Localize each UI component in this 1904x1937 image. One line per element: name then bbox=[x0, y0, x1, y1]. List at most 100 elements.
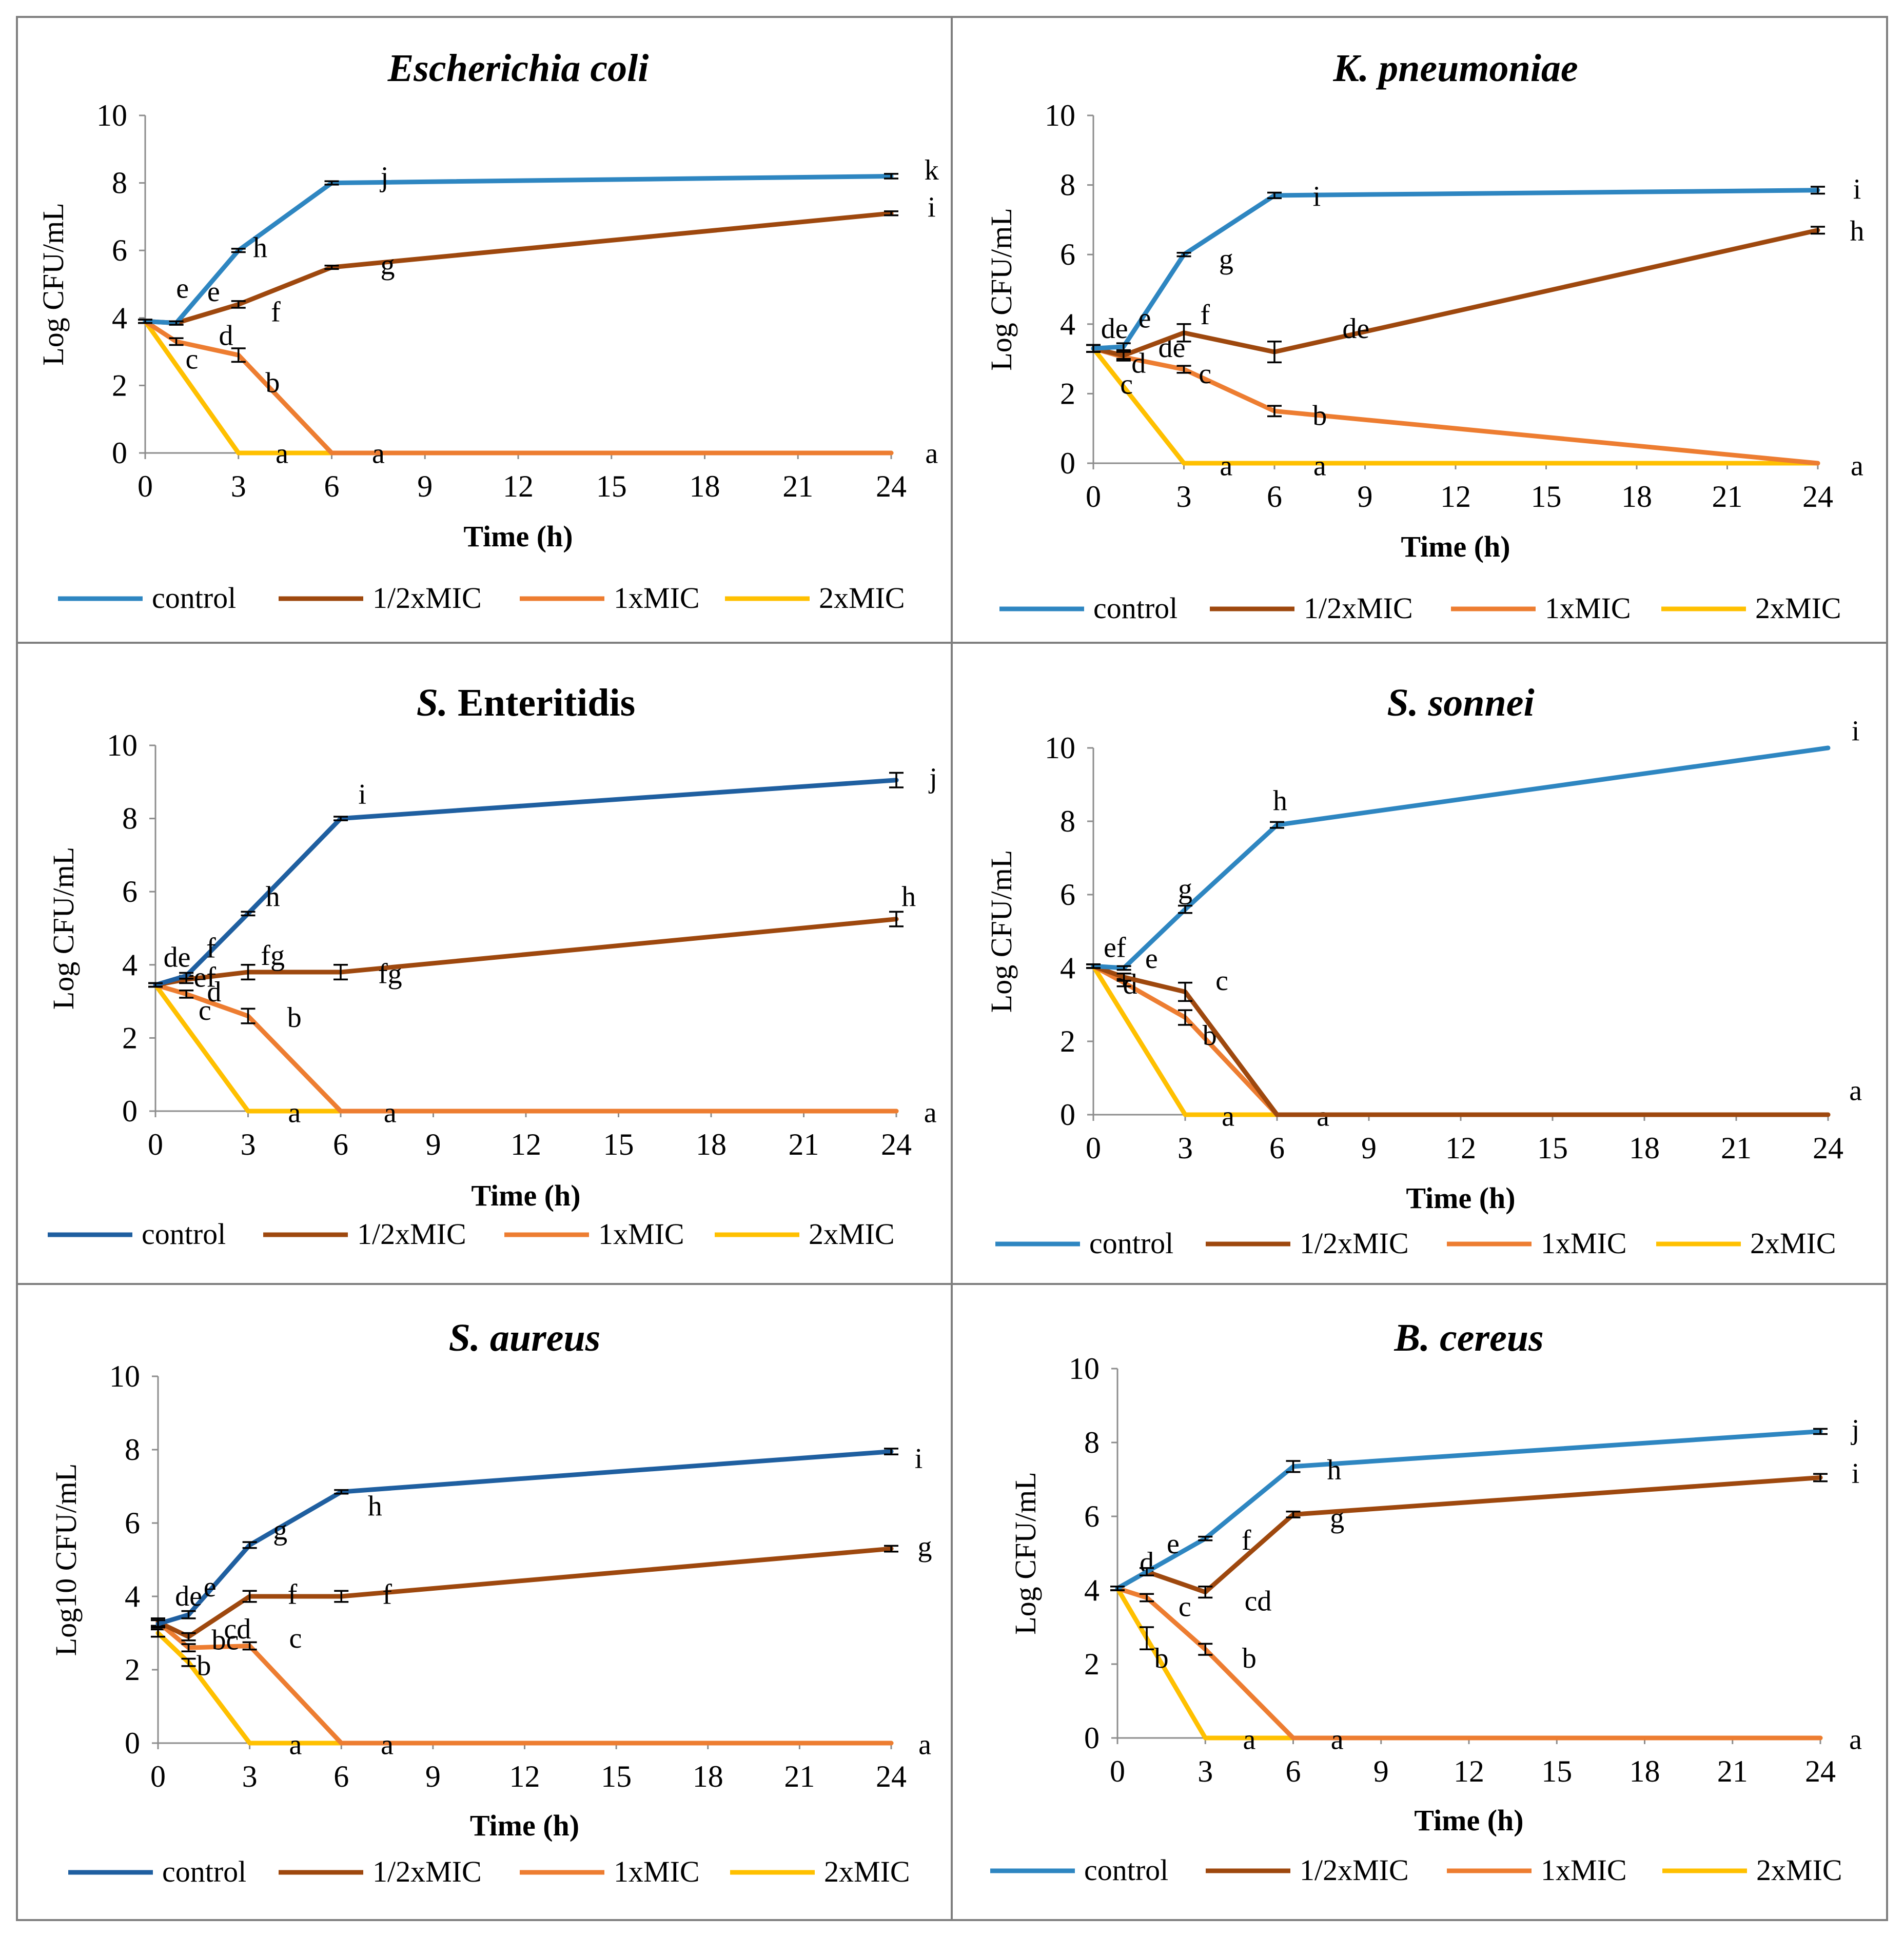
x-tick-label: 6 bbox=[1286, 1754, 1301, 1788]
error-bar bbox=[1116, 351, 1131, 360]
y-tick-label: 10 bbox=[1045, 731, 1075, 765]
legend-label: 1xMIC bbox=[1545, 591, 1631, 625]
y-tick-label: 8 bbox=[125, 1433, 140, 1467]
legend-label: 1xMIC bbox=[614, 581, 700, 615]
y-tick-label: 8 bbox=[1060, 804, 1075, 838]
error-bar bbox=[1811, 186, 1825, 195]
significance-letter: e bbox=[207, 276, 220, 308]
significance-letter: g bbox=[273, 1514, 287, 1546]
x-tick-label: 18 bbox=[690, 469, 720, 503]
x-tick-label: 24 bbox=[876, 1760, 907, 1793]
error-bar bbox=[242, 1541, 257, 1549]
series-1xmic: dba bbox=[1086, 963, 1831, 1132]
legend-item: control bbox=[990, 1853, 1168, 1887]
error-bar bbox=[884, 1545, 898, 1553]
x-tick-label: 24 bbox=[876, 469, 907, 503]
series-1-2xmic: f f g bbox=[151, 1531, 932, 1642]
error-bar bbox=[148, 982, 163, 988]
error-bar bbox=[1270, 821, 1284, 829]
legend-item: 1/2xMIC bbox=[279, 581, 482, 615]
significance-letter: a bbox=[384, 1097, 397, 1129]
legend: control 1/2xMIC 1xMIC 2xMIC bbox=[999, 591, 1841, 625]
x-tick-label: 15 bbox=[601, 1760, 632, 1793]
chart-title-part: B. cereus bbox=[1393, 1316, 1543, 1359]
significance-letter: fg bbox=[261, 940, 285, 972]
error-bar bbox=[1286, 1510, 1301, 1518]
chart-title: S. Enteritidis bbox=[417, 681, 636, 724]
legend-label: 1xMIC bbox=[1541, 1853, 1627, 1887]
series-control: e e h j k bbox=[138, 154, 939, 326]
error-bar bbox=[138, 319, 152, 324]
significance-letter: h bbox=[253, 232, 267, 264]
x-tick-label: 0 bbox=[1086, 1131, 1101, 1165]
error-bar bbox=[179, 972, 194, 980]
series-control: de f h i j bbox=[148, 762, 937, 988]
series-line bbox=[153, 982, 899, 1114]
significance-letter: c bbox=[185, 344, 198, 375]
error-bar bbox=[151, 1628, 165, 1638]
series-line bbox=[1091, 745, 1831, 971]
error-bar bbox=[1086, 963, 1101, 969]
error-bar bbox=[1140, 1567, 1154, 1576]
x-tick-label: 21 bbox=[1712, 480, 1743, 513]
significance-letter: e bbox=[1139, 303, 1151, 334]
x-tick-label: 12 bbox=[1440, 480, 1471, 513]
significance-letter: h bbox=[1850, 215, 1864, 247]
y-axis-title: Log CFU/mL bbox=[985, 850, 1018, 1013]
x-tick-label: 15 bbox=[603, 1128, 634, 1161]
chart-title-part: Escherichia coli bbox=[387, 47, 649, 90]
significance-letter: b bbox=[197, 1650, 211, 1682]
y-axis-title: Log CFU/mL bbox=[36, 203, 70, 365]
y-tick-label: 2 bbox=[1084, 1647, 1100, 1681]
error-bar bbox=[889, 911, 904, 927]
legend-label: 2xMIC bbox=[1755, 591, 1841, 625]
legend-item: 2xMIC bbox=[1662, 1853, 1842, 1887]
error-bar bbox=[1198, 1643, 1213, 1656]
significance-letter: d bbox=[207, 976, 221, 1008]
x-tick-label: 15 bbox=[1531, 480, 1562, 513]
series-line bbox=[143, 319, 894, 456]
x-axis-title: Time (h) bbox=[463, 520, 573, 553]
y-tick-label: 6 bbox=[1084, 1499, 1100, 1533]
legend-item: 1xMIC bbox=[520, 581, 700, 615]
significance-letter: f bbox=[206, 933, 216, 964]
legend-label: control bbox=[1084, 1853, 1168, 1887]
significance-letter: f bbox=[1200, 299, 1210, 331]
error-bar bbox=[1176, 323, 1191, 343]
series-control: e h j bbox=[1110, 1414, 1859, 1591]
y-tick-label: 10 bbox=[109, 1359, 140, 1393]
x-tick-label: 9 bbox=[417, 469, 433, 503]
significance-letter: c bbox=[1179, 1591, 1191, 1623]
chart-title: S. sonnei bbox=[1387, 681, 1534, 724]
series-2xmic: ca bbox=[1086, 344, 1820, 482]
significance-letter: a bbox=[1851, 450, 1863, 482]
legend-label: 2xMIC bbox=[824, 1855, 910, 1888]
y-tick-label: 4 bbox=[1060, 307, 1075, 341]
significance-letter: e bbox=[204, 1571, 217, 1603]
y-tick-label: 2 bbox=[122, 1021, 138, 1055]
series-line bbox=[143, 319, 894, 456]
series-1xmic: cd b a a bbox=[138, 319, 938, 470]
error-bar bbox=[1198, 1586, 1213, 1599]
x-tick-label: 3 bbox=[1176, 480, 1192, 513]
x-tick-label: 0 bbox=[1086, 480, 1101, 513]
significance-letter: a bbox=[288, 1097, 301, 1129]
y-tick-label: 2 bbox=[1060, 1024, 1075, 1058]
legend-item: 1/2xMIC bbox=[1206, 1227, 1409, 1260]
legend-label: 1xMIC bbox=[598, 1217, 684, 1251]
x-tick-label: 18 bbox=[696, 1128, 727, 1161]
series-line bbox=[155, 1631, 894, 1746]
significance-letter: f bbox=[288, 1578, 298, 1610]
x-tick-label: 24 bbox=[881, 1128, 912, 1161]
error-bar bbox=[1178, 981, 1192, 1002]
significance-letter: i bbox=[1853, 174, 1861, 206]
significance-letter: c bbox=[1199, 358, 1211, 390]
x-tick-label: 9 bbox=[425, 1760, 441, 1793]
error-bar bbox=[181, 1632, 196, 1642]
